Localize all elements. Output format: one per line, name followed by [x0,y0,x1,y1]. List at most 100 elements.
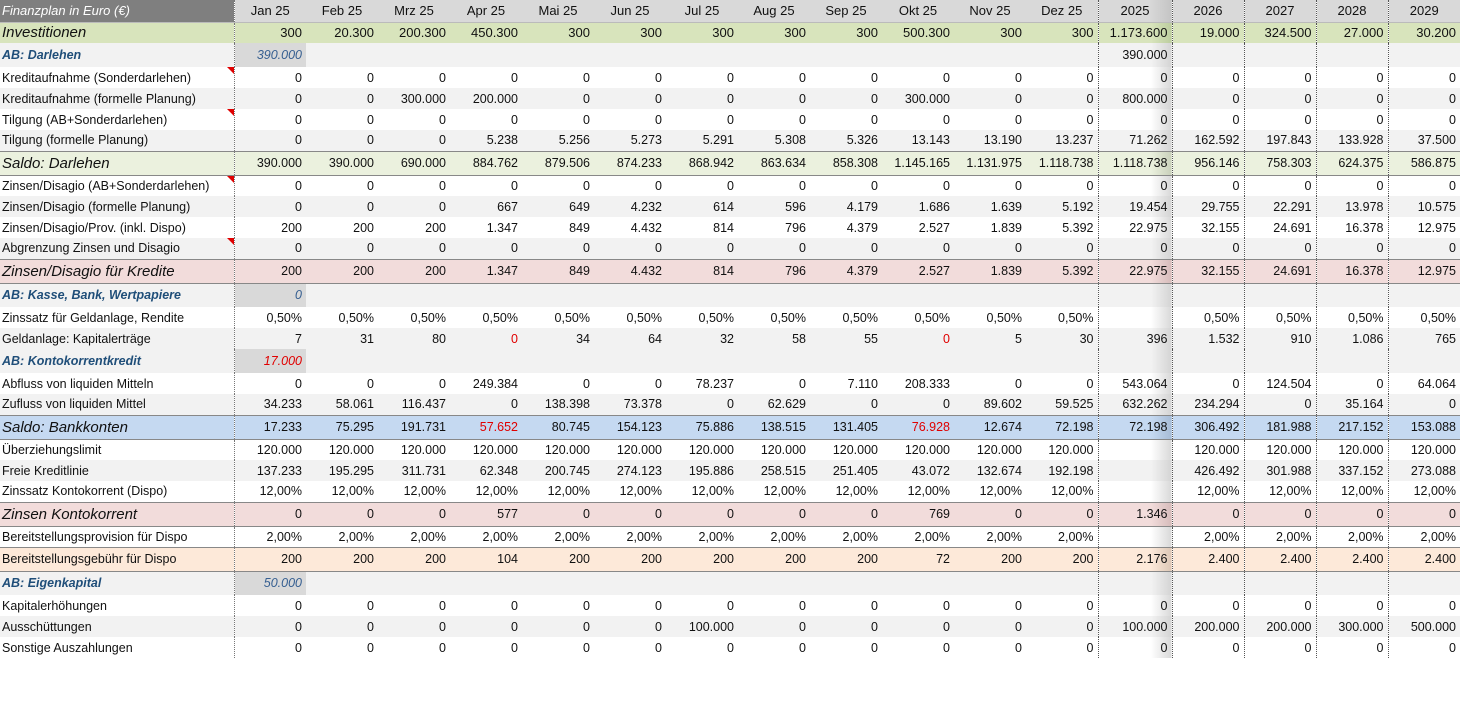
value-cell[interactable]: 614 [666,196,738,217]
value-cell[interactable]: 1.346 [1097,501,1172,527]
value-cell[interactable]: 1.086 [1315,328,1388,349]
value-cell[interactable]: 76.928 [882,414,954,440]
value-cell[interactable]: 0 [954,501,1026,527]
cell[interactable]: 390.000 [1097,43,1172,67]
row-label[interactable]: Sonstige Auszahlungen [2,640,133,655]
row-label[interactable]: Überziehungslimit [2,442,102,457]
value-cell[interactable]: 0 [583,376,590,391]
cell[interactable] [450,571,522,595]
value-cell[interactable]: 12,00% [1315,481,1388,502]
cell[interactable] [522,571,594,595]
value-cell[interactable]: 62.348 [450,460,522,481]
value-cell[interactable]: 5.392 [1026,258,1098,284]
value-cell[interactable]: 80.745 [522,414,594,440]
cell[interactable] [1315,283,1388,307]
value-cell[interactable] [1097,439,1172,460]
row-label[interactable]: Zinsen Kontokorrent [0,501,234,527]
value-cell[interactable]: 34.233 [233,394,306,415]
value-cell[interactable]: 0 [954,238,1026,259]
value-cell[interactable]: 249.384 [472,376,518,391]
value-cell[interactable]: 0 [233,501,306,527]
value-cell[interactable]: 0 [943,178,950,193]
value-cell[interactable]: 200 [1026,546,1098,572]
section-label[interactable]: AB: Kasse, Bank, Wertpapiere [0,283,234,307]
value-cell[interactable]: 390.000 [306,150,378,176]
column-header[interactable]: Okt 25 [882,0,954,23]
value-cell[interactable]: 311.731 [378,460,450,481]
value-cell[interactable]: 0,50% [842,310,878,325]
cell[interactable] [594,349,666,373]
value-cell[interactable]: 624.375 [1315,150,1388,176]
value-cell[interactable]: 0 [810,501,882,527]
value-cell[interactable]: 72.198 [1026,414,1098,440]
value-cell[interactable]: 2,00% [842,529,878,544]
value-cell[interactable]: 195.886 [666,460,738,481]
value-cell[interactable]: 306.492 [1171,414,1244,440]
column-header[interactable]: Apr 25 [450,0,522,23]
value-cell[interactable]: 0 [1315,175,1388,196]
column-header[interactable]: Jun 25 [594,0,666,23]
column-header[interactable]: 2029 [1387,0,1460,23]
value-cell[interactable]: 0 [1387,88,1460,109]
value-cell[interactable]: 0 [810,88,882,109]
value-cell[interactable]: 17.233 [233,414,306,440]
cell[interactable] [738,43,810,67]
value-cell[interactable]: 0 [1171,175,1244,196]
value-cell[interactable]: 0 [1097,109,1172,130]
value-cell[interactable]: 0 [439,640,446,655]
value-cell[interactable]: 0 [1171,88,1244,109]
value-cell[interactable]: 0 [1315,88,1388,109]
value-cell[interactable]: 300.000 [882,88,954,109]
cell[interactable] [450,349,522,373]
value-cell[interactable]: 0 [306,130,378,151]
value-cell[interactable]: 16.378 [1315,217,1388,238]
cell[interactable] [738,349,810,373]
row-label[interactable]: Kreditaufnahme (formelle Planung) [0,88,234,109]
value-cell[interactable]: 0 [810,394,882,415]
value-cell[interactable]: 0 [1243,637,1316,658]
row-label[interactable]: Tilgung (AB+Sonderdarlehen) [0,109,234,130]
value-cell[interactable]: 0 [1387,595,1460,616]
value-cell[interactable]: 0 [511,598,518,613]
value-cell[interactable]: 0 [233,175,306,196]
value-cell[interactable]: 20.300 [306,22,378,43]
row-label[interactable]: Ausschüttungen [0,616,234,637]
value-cell[interactable]: 200 [738,546,810,572]
value-cell[interactable]: 0 [594,88,666,109]
value-cell[interactable]: 577 [450,501,522,527]
value-cell[interactable]: 200.000 [1171,616,1244,637]
value-cell[interactable]: 19.454 [1097,196,1172,217]
column-header[interactable]: 2025 [1097,0,1172,23]
value-cell[interactable]: 0 [1015,376,1022,391]
value-cell[interactable]: 879.506 [522,150,594,176]
value-cell[interactable]: 0,50% [233,307,306,328]
value-cell[interactable]: 30.200 [1387,22,1460,43]
value-cell[interactable]: 200 [306,546,378,572]
value-cell[interactable]: 0 [511,640,518,655]
row-label[interactable]: Zinsen/Disagio (formelle Planung) [0,196,234,217]
value-cell[interactable]: 0 [1097,175,1172,196]
value-cell[interactable]: 0 [1171,67,1244,88]
row-label[interactable]: Kapitalerhöhungen [2,598,107,613]
value-cell[interactable]: 0 [439,178,446,193]
value-cell[interactable]: 0,50% [770,310,806,325]
value-cell[interactable]: 956.146 [1171,150,1244,176]
value-cell[interactable]: 75.886 [666,414,738,440]
value-cell[interactable]: 13.190 [954,130,1026,151]
value-cell[interactable]: 4.379 [810,258,882,284]
value-cell[interactable]: 0 [738,501,810,527]
value-cell[interactable]: 0 [450,238,522,259]
value-cell[interactable]: 0 [943,598,950,613]
value-cell[interactable]: 2,00% [914,529,950,544]
value-cell[interactable]: 120.000 [760,442,806,457]
value-cell[interactable]: 133.928 [1315,130,1388,151]
value-cell[interactable]: 12,00% [547,484,590,499]
value-cell[interactable]: 0 [799,112,806,127]
value-cell[interactable]: 5.392 [1062,220,1094,235]
value-cell[interactable]: 0 [871,640,878,655]
value-cell[interactable]: 120.000 [1048,442,1094,457]
cell[interactable] [1097,349,1172,373]
value-cell[interactable]: 450.300 [450,22,522,43]
value-cell[interactable]: 0 [1026,616,1098,637]
value-cell[interactable]: 0 [871,70,878,85]
